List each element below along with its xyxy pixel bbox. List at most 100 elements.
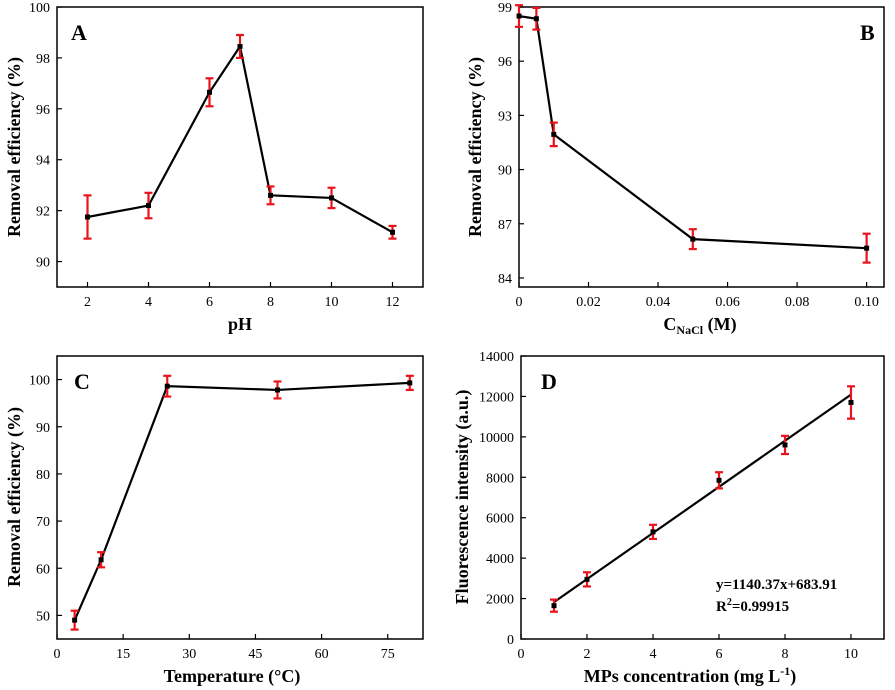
data-point [533, 16, 539, 22]
plot-frame [56, 6, 424, 288]
x-tick-label: 45 [248, 647, 262, 662]
plot-frame [56, 355, 424, 640]
y-tick-label: 4000 [486, 552, 514, 567]
x-tick-label: 0.04 [646, 295, 671, 310]
data-point [782, 442, 788, 448]
y-tick-label: 94 [36, 154, 50, 169]
x-tick-label: 75 [381, 647, 395, 662]
data-point [650, 529, 656, 535]
data-point [85, 214, 90, 220]
x-tick-label: 6 [206, 295, 213, 310]
y-tick-label: 92 [36, 205, 50, 220]
series-line [518, 14, 867, 250]
x-tick-label: 2 [84, 295, 91, 310]
data-point [551, 603, 557, 609]
y-tick-label: 14000 [479, 350, 514, 365]
series-line [87, 43, 394, 234]
y-tick-label: 100 [29, 1, 50, 16]
x-tick-label: 4 [145, 295, 152, 310]
panel-b: B CNaCl (M) Removal efficiency (%) 0 0.02… [465, 1, 885, 337]
y-tick-label: 2000 [486, 593, 514, 608]
data-point [407, 380, 413, 386]
y-tick-label: 90 [498, 164, 512, 179]
y-axis-title: Removal efficiency (%) [4, 407, 25, 587]
data-point [98, 557, 104, 563]
y-tick-label: 8000 [486, 471, 514, 486]
r2-superscript: 2 [727, 597, 732, 608]
data-point [864, 245, 870, 251]
data-point [516, 13, 522, 19]
x-tick-label: 10 [325, 295, 339, 310]
data-point [237, 43, 243, 49]
fit-r-squared: R2=0.99915 [716, 597, 789, 615]
data-point [146, 203, 151, 209]
panel-label: D [541, 369, 557, 394]
panel-label: A [71, 20, 87, 45]
data-point [207, 89, 212, 95]
x-tick-label: 15 [116, 647, 130, 662]
data-point [274, 387, 280, 393]
x-axis-title: MPs concentration (mg L-1) [584, 664, 796, 687]
x-tick-label: 2 [584, 647, 591, 662]
x-tick-label: 0.10 [854, 295, 879, 310]
y-tick-label: 0 [507, 633, 514, 648]
x-tick-label: 10 [844, 647, 858, 662]
panel-a: A pH Removal efficiency (%) 2 4 6 8 10 12 90 92… [4, 1, 424, 334]
y-tick-label: 10000 [479, 431, 514, 446]
x-tick-label: 0.08 [785, 295, 810, 310]
x-axis-title-subscript: NaCl [676, 323, 703, 337]
r2-value: =0.99915 [732, 599, 789, 615]
y-tick-label: 50 [36, 609, 50, 624]
data-point [390, 229, 395, 235]
y-tick-label: 98 [36, 52, 50, 67]
data-point [584, 576, 590, 582]
y-tick-label: 90 [36, 256, 50, 271]
x-axis-title-tail: ) [790, 666, 796, 687]
y-tick-label: 90 [36, 421, 50, 436]
x-tick-label: 30 [182, 647, 196, 662]
x-tick-label: 6 [716, 647, 723, 662]
x-axis-title-main: C [663, 314, 676, 334]
x-tick-label: 0 [518, 647, 525, 662]
y-tick-label: 99 [498, 1, 512, 16]
y-tick-label: 96 [36, 103, 50, 118]
panel-c: C Temperature (°C) Removal efficiency (%… [4, 355, 424, 687]
y-tick-label: 12000 [479, 390, 514, 405]
x-tick-label: 4 [650, 647, 657, 662]
fit-line [553, 393, 852, 604]
y-axis-title: Removal efficiency (%) [465, 57, 486, 237]
x-axis-title: Temperature (°C) [164, 666, 301, 687]
data-point [716, 477, 722, 483]
data-point [72, 617, 78, 623]
data-point [848, 399, 854, 405]
plot-frame [520, 355, 885, 640]
x-axis-title: CNaCl (M) [663, 314, 736, 337]
plot-frame [518, 6, 885, 288]
x-axis-title-main: MPs concentration (mg L [584, 666, 780, 687]
data-point [690, 236, 696, 242]
series-line [73, 381, 410, 621]
y-tick-label: 80 [36, 468, 50, 483]
y-tick-label: 84 [498, 272, 512, 287]
y-tick-label: 6000 [486, 512, 514, 527]
x-tick-label: 0 [54, 647, 61, 662]
data-point [329, 195, 334, 201]
x-tick-label: 8 [782, 647, 789, 662]
data-point [551, 131, 557, 137]
x-tick-label: 0 [516, 295, 523, 310]
y-tick-label: 100 [29, 374, 50, 389]
y-axis-title: Removal efficiency (%) [4, 57, 25, 237]
x-axis-title-unit: (M) [703, 314, 736, 335]
y-tick-label: 60 [36, 562, 50, 577]
panel-label: B [860, 20, 875, 45]
fit-equation: y=1140.37x+683.91 [716, 577, 837, 593]
y-tick-label: 93 [498, 109, 512, 124]
panel-label: C [74, 369, 90, 394]
panel-d: D MPs concentration (mg L-1) Fluorescenc… [452, 350, 885, 687]
x-tick-label: 0.02 [576, 295, 601, 310]
y-axis-title: Fluorescence intensity (a.u.) [452, 390, 473, 605]
data-point [268, 192, 273, 198]
data-point [164, 383, 170, 389]
x-tick-label: 60 [315, 647, 329, 662]
